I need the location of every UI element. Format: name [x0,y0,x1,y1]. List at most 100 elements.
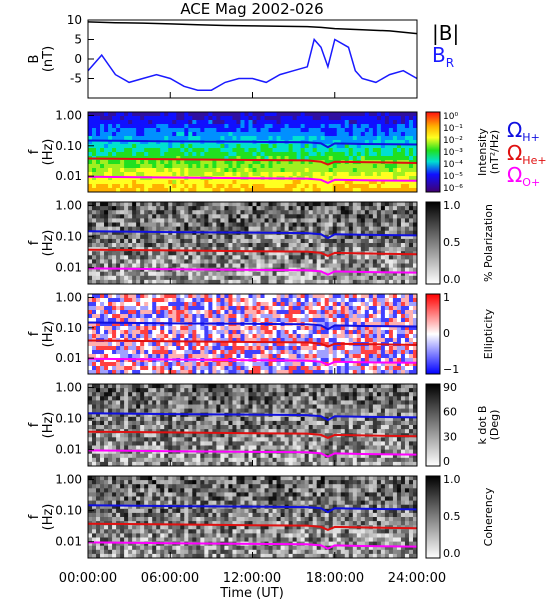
colorbar-tick-label: 10⁻¹ [443,124,463,134]
y-tick-label: 0.10 [55,139,82,153]
colorbar-tick-label: 60 [443,406,457,419]
x-tick-label: 12:00:00 [223,571,281,586]
colorbar-unit: (nT²/Hz) [488,130,501,174]
colorbar-tick-label: 30 [443,430,457,443]
legend-h-plus-symbol: Ω [507,118,522,142]
b-total-line [87,21,418,35]
y-axis-label: B [27,55,42,64]
colorbar-tick-label: 10⁻³ [443,148,463,158]
y-axis-unit: (Hz) [41,230,56,257]
h-plus-gyrofrequency-line [87,139,418,149]
h-plus-gyrofrequency-line [87,504,418,514]
colorbar [425,201,441,285]
y-tick-label: 0 [74,52,82,66]
h-plus-gyrofrequency-line [87,230,418,240]
y-tick-label: 1.00 [55,199,82,213]
legend-he-plus: ΩHe+ [507,141,547,167]
legend: |B| BR ΩH+ ΩHe+ ΩO+ [432,21,547,189]
colorbar-tick-label: 0.0 [443,273,461,286]
colorbar-tick-label: 90 [443,381,457,394]
y-tick-label: 1.00 [55,473,82,487]
he-plus-gyrofrequency-line [87,248,418,257]
x-axis-labels: 00:00:00 06:00:00 12:00:00 18:00:00 24:0… [59,571,446,600]
y-tick-label: 0.01 [55,443,82,457]
colorbar-label: % Polarization [482,204,495,282]
spectrogram-image [88,294,418,375]
legend-h-plus: ΩH+ [507,118,540,144]
y-axis-label: f [27,514,42,519]
b-r-line [87,37,418,91]
legend-o-plus-subscript: O+ [522,176,540,189]
colorbar-label: k dot B [476,406,489,445]
x-tick-label: 06:00:00 [141,571,199,586]
y-tick-label: 1.00 [55,381,82,395]
colorbar-tick-label: 10⁻² [443,136,463,146]
h-plus-gyrofrequency-line [87,321,418,331]
colorbar [425,383,441,467]
panel-2: 1.00 0.10 0.01 f (Hz) 10⁰ 10⁻¹ 10⁻² 10⁻³ 10⁻⁴ 10⁻⁵… [27,108,501,194]
o-plus-gyrofrequency-line [87,449,418,458]
colorbar-tick-label: 0 [443,455,450,468]
y-tick-label: 0.10 [55,321,82,335]
panel-frame [87,19,418,99]
spectrogram-image [88,202,418,285]
legend-b-r-symbol: B [432,43,446,67]
colorbar-label: Coherency [482,487,495,546]
o-plus-gyrofrequency-line [87,175,418,184]
y-axis-label: f [27,422,42,427]
y-tick-label: 0.01 [55,169,82,183]
colorbar-tick-label: 1.0 [443,473,461,486]
colorbar [425,475,441,559]
colorbar-label: Ellipticity [482,308,495,359]
colorbar-tick-label: 0.5 [443,236,461,249]
colorbar [425,293,441,375]
chart-title: ACE Mag 2002-026 [180,0,323,18]
legend-he-plus-subscript: He+ [522,154,546,167]
colorbar-tick-label: 1.0 [443,199,461,212]
colorbar-tick-label: 10⁻⁶ [443,184,463,194]
panel-3: 1.00 0.10 0.01 f (Hz) 1.0 0.5 0.0 % Polarization [27,199,495,286]
o-plus-gyrofrequency-line [87,267,418,276]
colorbar-tick-label: 10⁻⁵ [443,172,463,182]
x-tick-label: 24:00:00 [388,571,446,586]
colorbar-tick-label: 1 [443,291,450,304]
legend-o-plus: ΩO+ [507,163,540,189]
y-tick-label: 10 [67,13,82,27]
x-tick-label: 18:00:00 [306,571,364,586]
spectrogram-image [88,384,418,467]
legend-b-r: BR [432,43,454,70]
legend-b-r-subscript: R [446,56,454,70]
he-plus-gyrofrequency-line [87,339,418,348]
colorbar-tick-label: 0.5 [443,510,461,523]
o-plus-gyrofrequency-line [87,541,418,550]
y-axis-unit: (nT) [41,46,56,72]
legend-he-plus-symbol: Ω [507,141,522,165]
legend-o-plus-symbol: Ω [507,163,522,187]
panel-4: 1.00 0.10 0.01 f (Hz) 1 0 −1 Ellipticity [27,290,495,376]
y-tick-label: 0.10 [55,412,82,426]
y-axis-unit: (Hz) [41,321,56,348]
panel-6: 1.00 0.10 0.01 f (Hz) 1.0 0.5 0.0 Coherency [27,473,495,560]
he-plus-gyrofrequency-line [87,430,418,439]
colorbar-tick-label: −1 [443,363,459,376]
y-tick-label: 0.10 [55,504,82,518]
colorbar-tick-label: 10⁻⁴ [443,160,463,170]
colorbar-tick-label: 10⁰ [443,112,458,122]
y-tick-label: 1.00 [55,290,82,304]
y-axis-unit: (Hz) [41,139,56,166]
he-plus-gyrofrequency-line [87,157,418,166]
panel-5: 1.00 0.10 0.01 f (Hz) 90 60 30 0 k dot B (Deg) [27,381,501,468]
y-axis-label: f [27,240,42,245]
y-axis-label: f [27,331,42,336]
y-tick-label: 0.01 [55,261,82,275]
y-tick-label: 0.01 [55,351,82,365]
y-tick-label: 5 [74,33,82,47]
y-axis-unit: (Hz) [41,504,56,531]
colorbar-tick-label: 0.0 [443,547,461,560]
legend-b-total: |B| [432,21,459,45]
colorbar-unit: (Deg) [488,410,501,441]
y-tick-label: 0.01 [55,535,82,549]
colorbar-tick-label: 0 [443,327,450,340]
y-axis-unit: (Hz) [41,412,56,439]
